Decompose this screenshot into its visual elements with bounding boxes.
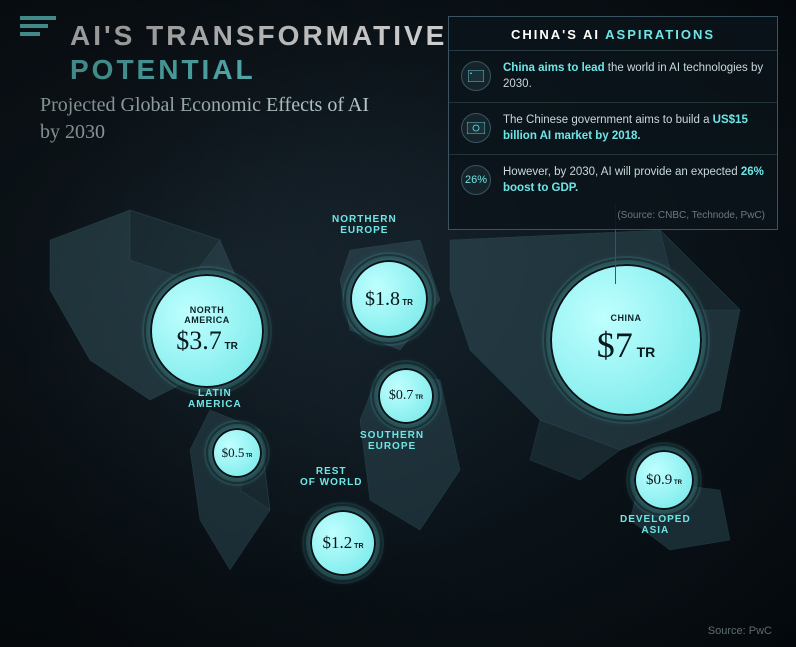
region-bubble-rest_of_world: $1.2 TR	[310, 510, 376, 576]
aspirations-title-highlight: ASPIRATIONS	[605, 27, 715, 42]
region-bubble-china: CHINA$7 TR	[550, 264, 702, 416]
region-value: $0.5 TR	[222, 445, 253, 461]
highlight-text: China aims to lead	[503, 62, 605, 74]
text: However, by 2030, AI will provide an exp…	[503, 166, 741, 178]
region-value: $1.2 TR	[322, 533, 363, 553]
flag-icon	[461, 61, 491, 91]
subtitle: Projected Global Economic Effects of AI …	[40, 92, 390, 146]
text: The Chinese government aims to build a	[503, 114, 713, 126]
region-label-rest_of_world: RESTOF WORLD	[300, 466, 362, 488]
region-bubble-developed_asia: $0.9 TR	[634, 450, 694, 510]
region-bubble-latin_america: $0.5 TR	[212, 428, 262, 478]
title-line-2: POTENTIAL	[70, 54, 447, 86]
region-bubble-north_america: NORTHAMERICA$3.7 TR	[150, 274, 264, 388]
accent-bar	[20, 16, 56, 20]
accent-bar	[20, 24, 48, 28]
money-icon	[461, 113, 491, 143]
region-label-latin_america: LATINAMERICA	[188, 388, 242, 410]
region-bubble-southern_europe: $0.7 TR	[378, 368, 434, 424]
aspirations-item: China aims to lead the world in AI techn…	[449, 51, 777, 103]
region-value: $0.7 TR	[389, 388, 423, 404]
region-label-developed_asia: DEVELOPEDASIA	[620, 514, 691, 536]
aspirations-item-text: However, by 2030, AI will provide an exp…	[503, 165, 765, 196]
region-value: $7 TR	[597, 324, 656, 366]
region-value: $0.9 TR	[646, 472, 682, 489]
aspirations-item-text: China aims to lead the world in AI techn…	[503, 61, 765, 92]
region-label-southern_europe: SOUTHERNEUROPE	[360, 430, 424, 452]
bottom-source: Source: PwC	[708, 625, 772, 637]
main-title: AI'S TRANSFORMATIVE POTENTIAL	[70, 20, 447, 86]
accent-bar	[20, 32, 40, 36]
aspirations-item: 26% However, by 2030, AI will provide an …	[449, 155, 777, 206]
aspirations-item-text: The Chinese government aims to build a U…	[503, 113, 765, 144]
aspirations-item: The Chinese government aims to build a U…	[449, 103, 777, 155]
title-line-1: AI'S TRANSFORMATIVE	[70, 20, 447, 52]
region-value: $3.7 TR	[176, 326, 238, 356]
region-label: NORTHAMERICA	[184, 306, 230, 326]
aspirations-source: (Source: CNBC, Technode, PwC)	[449, 206, 777, 229]
region-label: CHINA	[611, 314, 642, 324]
region-label-northern_europe: NORTHERNEUROPE	[332, 214, 397, 236]
accent-bars	[20, 16, 56, 40]
region-bubble-northern_europe: $1.8 TR	[350, 260, 428, 338]
aspirations-title-prefix: CHINA'S AI	[511, 27, 605, 42]
26%-icon: 26%	[461, 165, 491, 195]
aspirations-title: CHINA'S AI ASPIRATIONS	[449, 17, 777, 51]
world-map: NORTHAMERICA$3.7 TR $1.8 TR NORTHERNEUROPE…	[20, 200, 780, 600]
aspirations-panel: CHINA'S AI ASPIRATIONS China aims to lea…	[448, 16, 778, 230]
region-value: $1.8 TR	[365, 288, 413, 311]
